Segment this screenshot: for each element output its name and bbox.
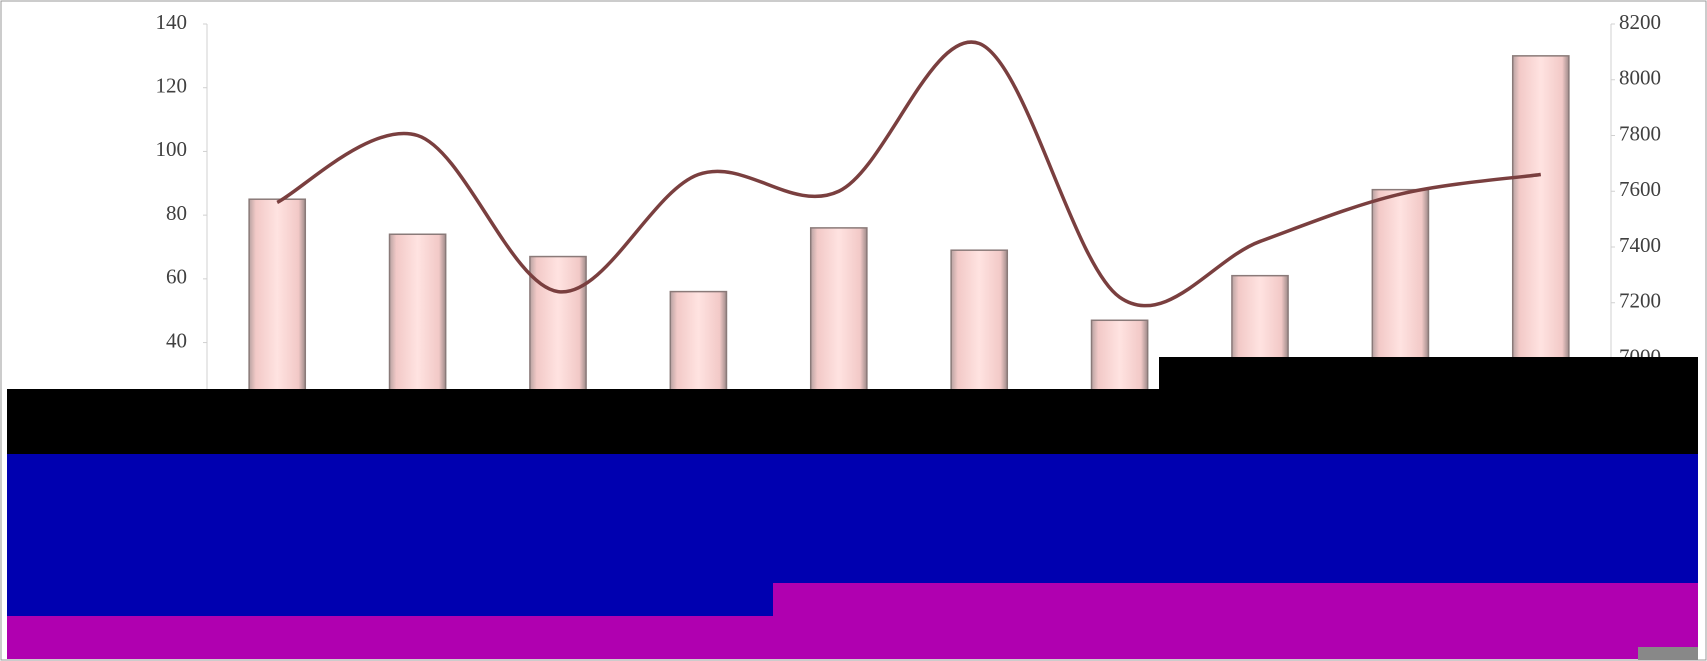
glitch-magenta bbox=[773, 583, 1698, 616]
line bbox=[276, 40, 1542, 308]
y-tick-label: 120 bbox=[156, 74, 188, 98]
y-tick-label: 80 bbox=[166, 201, 187, 225]
y-tick-label: 40 bbox=[166, 328, 187, 352]
y-tick-label: 60 bbox=[166, 265, 187, 289]
glitch-magenta bbox=[7, 616, 1698, 659]
glitch-gray bbox=[1638, 647, 1698, 660]
y2-tick-label: 7400 bbox=[1619, 233, 1661, 257]
y2-tick-label: 7600 bbox=[1619, 177, 1661, 201]
y-tick-label: 140 bbox=[156, 10, 188, 34]
y2-tick-label: 8000 bbox=[1619, 66, 1661, 90]
y-tick-label: 100 bbox=[156, 137, 188, 161]
y2-tick-label: 8200 bbox=[1619, 10, 1661, 34]
glitch-blue bbox=[7, 454, 1698, 583]
corruption bbox=[7, 357, 1698, 660]
y2-tick-label: 7200 bbox=[1619, 289, 1661, 313]
y2-tick-label: 7800 bbox=[1619, 121, 1661, 145]
glitch-blue bbox=[7, 583, 773, 616]
glitch-black bbox=[1159, 357, 1698, 454]
